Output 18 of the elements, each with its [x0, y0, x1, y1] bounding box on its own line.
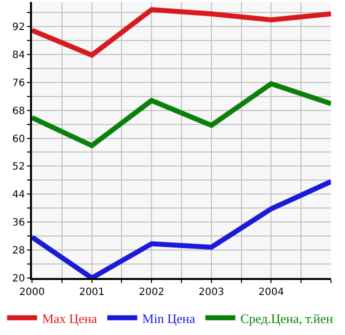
legend-label: Max Цена [42, 310, 98, 326]
y-tick-label: 36 [12, 218, 25, 229]
y-tick-label: 84 [12, 50, 25, 61]
y-tick-label: 44 [12, 190, 25, 201]
legend-label: Min Цена [142, 310, 196, 326]
x-tick-label: 2000 [19, 287, 45, 298]
y-tick-label: 20 [12, 274, 25, 284]
y-tick-label: 28 [12, 246, 25, 257]
y-tick-label: 68 [12, 106, 25, 117]
y-tick-label: 76 [12, 78, 25, 89]
y-tick-label: 52 [12, 162, 25, 173]
x-tick-label: 2003 [198, 287, 224, 298]
x-tick-label: 2002 [138, 287, 164, 298]
legend-label: Сред.Цена, т.йен [240, 310, 334, 326]
y-tick-label: 92 [12, 22, 25, 33]
x-tick-label: 2004 [258, 287, 284, 298]
x-tick-label: 2001 [79, 287, 105, 298]
y-tick-label: 60 [12, 134, 25, 145]
